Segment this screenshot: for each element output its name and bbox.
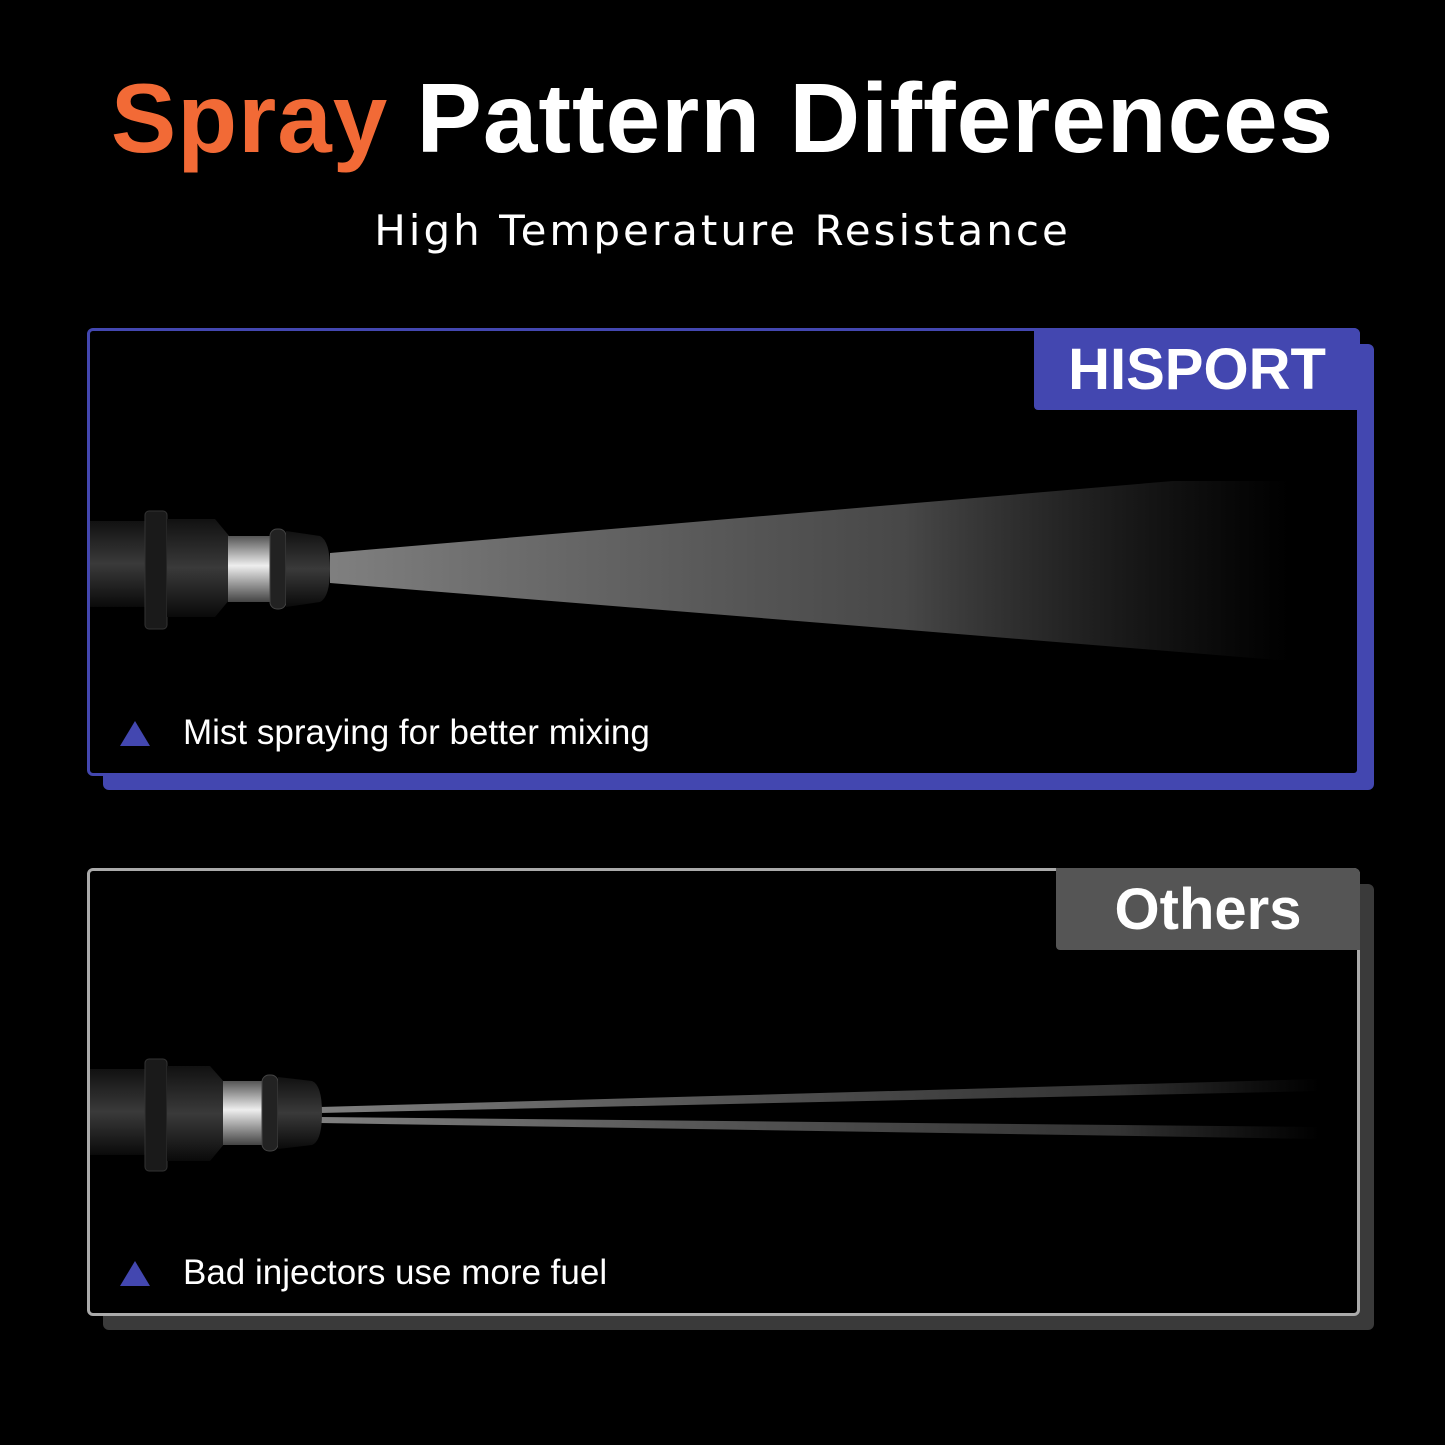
competitor-tag: Others (1056, 868, 1360, 950)
triangle-bullet-icon (120, 720, 150, 746)
caption: Bad injectors use more fuel (120, 1253, 607, 1293)
brand-tag: HISPORT (1034, 328, 1360, 410)
fuel-stream (320, 1117, 1320, 1139)
injector-stream-illustration (90, 1058, 1320, 1172)
others-panel: Others Bad injectors use more fuel (87, 868, 1360, 1316)
injector-mist-illustration (90, 481, 1290, 661)
caption: Mist spraying for better mixing (120, 713, 650, 753)
fuel-stream (320, 1079, 1320, 1113)
triangle-bullet-icon (120, 1260, 150, 1286)
page-title: Spray Pattern Differences (110, 63, 1335, 173)
subtitle: High Temperature Resistance (374, 206, 1071, 255)
mist-spray (330, 481, 1290, 661)
hisport-panel: HISPORT Mist spraying for better mixing (87, 328, 1360, 776)
